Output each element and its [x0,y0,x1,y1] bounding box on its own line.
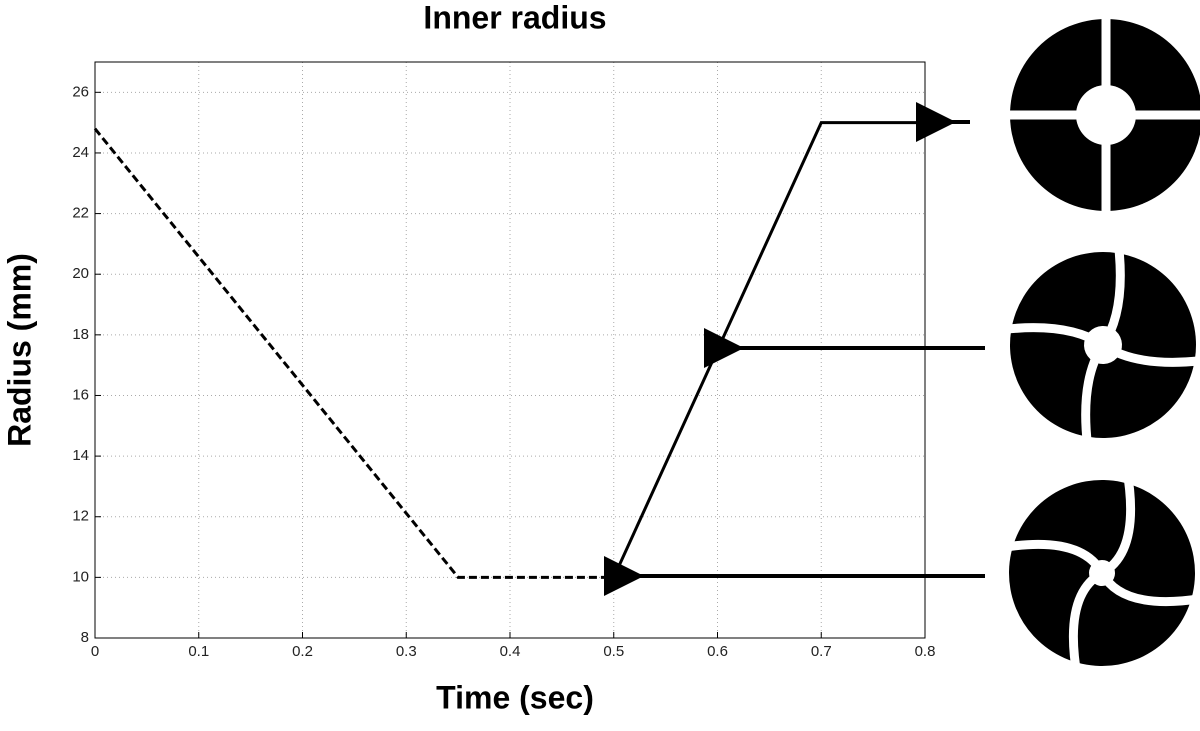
rotor-open [1006,15,1200,215]
rotor-mid [1001,243,1200,447]
x-tick-label: 0.5 [603,643,624,660]
y-tick-label: 18 [72,326,89,343]
x-tick-label: 0.4 [500,643,521,660]
y-tick-label: 16 [72,386,89,403]
y-tick-label: 12 [72,508,89,525]
x-tick-label: 0.7 [811,643,832,660]
y-tick-label: 8 [81,629,89,646]
x-tick-label: 0.1 [188,643,209,660]
x-axis-label: Time (sec) [436,679,594,715]
x-tick-label: 0.3 [396,643,417,660]
arrows [604,102,985,596]
rotor-illustrations [996,15,1200,679]
x-tick-label: 0 [91,643,99,660]
x-tick-label: 0.8 [915,643,936,660]
line [612,121,925,578]
y-tick-label: 14 [72,447,89,464]
x-tick-label: 0.6 [707,643,728,660]
chart-title: Inner radius [423,0,606,35]
y-tick-label: 20 [72,265,89,282]
line [93,127,614,579]
y-tick-label: 10 [72,568,89,585]
y-tick-label: 24 [72,144,89,161]
x-tick-label: 0.2 [292,643,313,660]
rotor-closed [996,467,1200,679]
y-tick-label: 22 [72,205,89,222]
y-axis-label: Radius (mm) [1,253,37,447]
y-tick-label: 26 [72,83,89,100]
